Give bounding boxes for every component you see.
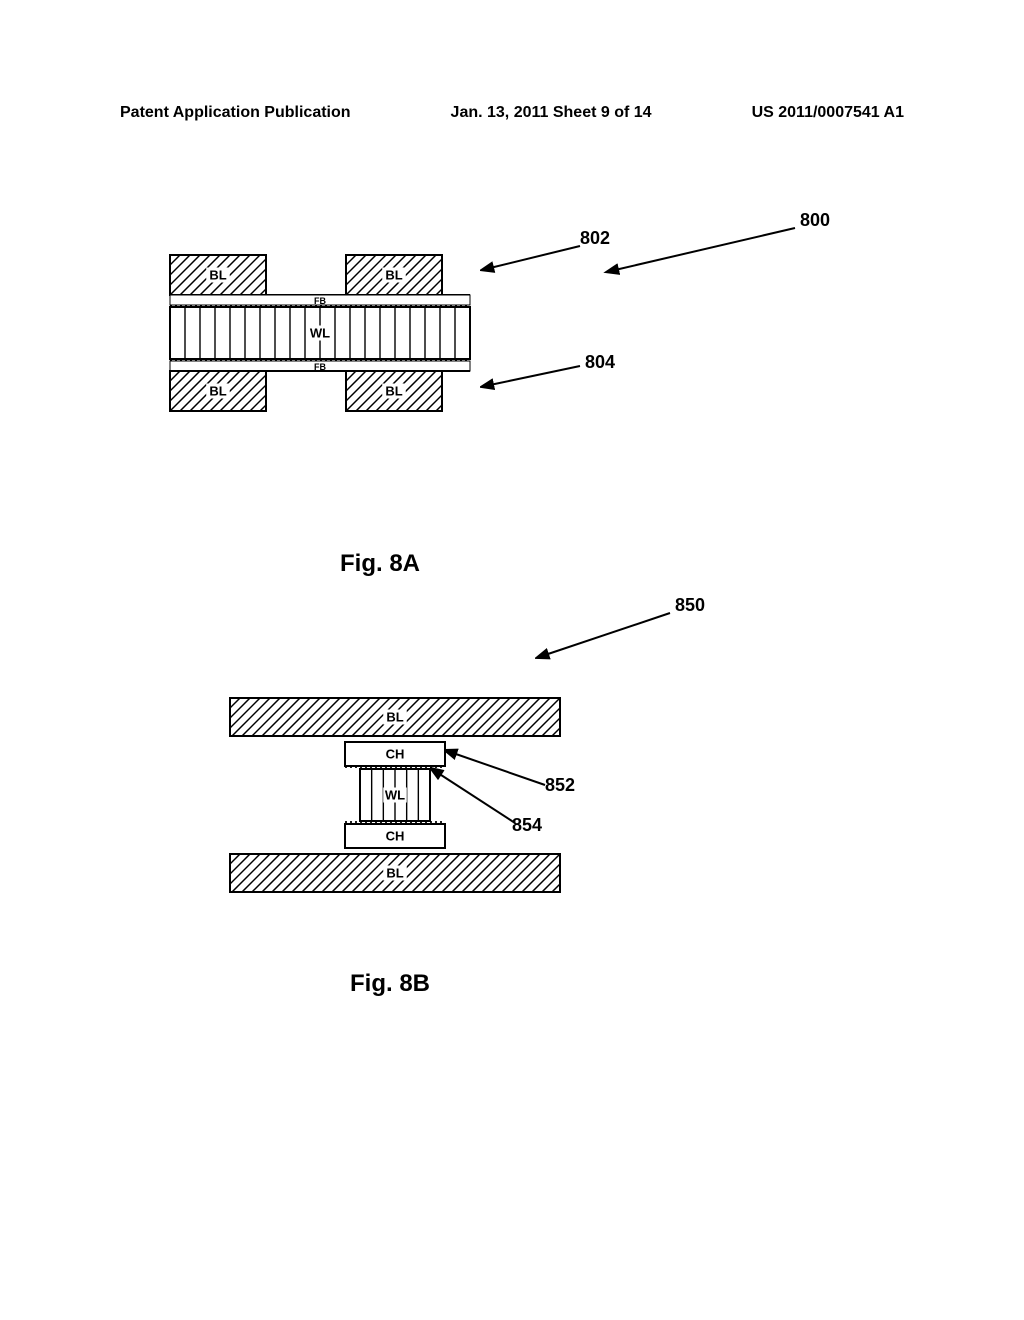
fig-8b-caption: Fig. 8B	[350, 970, 430, 998]
svg-text:WL: WL	[310, 326, 330, 341]
page-header: Patent Application Publication Jan. 13, …	[120, 104, 904, 122]
svg-text:BL: BL	[386, 866, 403, 881]
arrow-850	[535, 605, 685, 665]
arrow-854	[430, 765, 525, 830]
fig-8a-caption: Fig. 8A	[340, 550, 420, 578]
header-center: Jan. 13, 2011 Sheet 9 of 14	[451, 104, 652, 122]
figure-8a: BLBLFBWLFBBLBL	[150, 245, 490, 445]
svg-text:FB: FB	[314, 296, 326, 306]
arrow-802	[480, 238, 590, 278]
page-body: BLBLFBWLFBBLBL 800 802 804 Fig. 8A 850 B…	[120, 180, 904, 1260]
svg-text:CH: CH	[386, 747, 405, 762]
svg-text:CH: CH	[386, 829, 405, 844]
header-right: US 2011/0007541 A1	[752, 104, 904, 122]
header-left: Patent Application Publication	[120, 104, 351, 122]
svg-text:WL: WL	[385, 788, 405, 803]
svg-text:BL: BL	[386, 710, 403, 725]
arrow-800	[600, 220, 810, 280]
svg-text:BL: BL	[209, 268, 226, 283]
svg-text:BL: BL	[385, 268, 402, 283]
svg-text:BL: BL	[209, 384, 226, 399]
svg-text:BL: BL	[385, 384, 402, 399]
arrow-804	[480, 360, 590, 400]
